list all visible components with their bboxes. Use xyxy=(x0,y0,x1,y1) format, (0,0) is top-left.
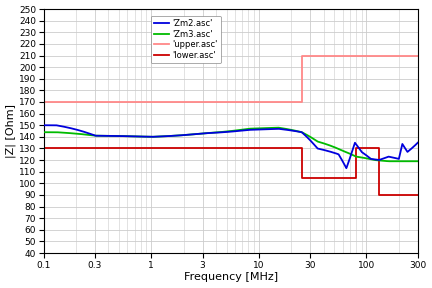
Legend: 'Zm2.asc', 'Zm3.asc', 'upper.asc', 'lower.asc': 'Zm2.asc', 'Zm3.asc', 'upper.asc', 'lowe… xyxy=(151,16,221,63)
X-axis label: Frequency [MHz]: Frequency [MHz] xyxy=(184,272,278,283)
Y-axis label: |Z| [Ohm]: |Z| [Ohm] xyxy=(6,104,16,158)
